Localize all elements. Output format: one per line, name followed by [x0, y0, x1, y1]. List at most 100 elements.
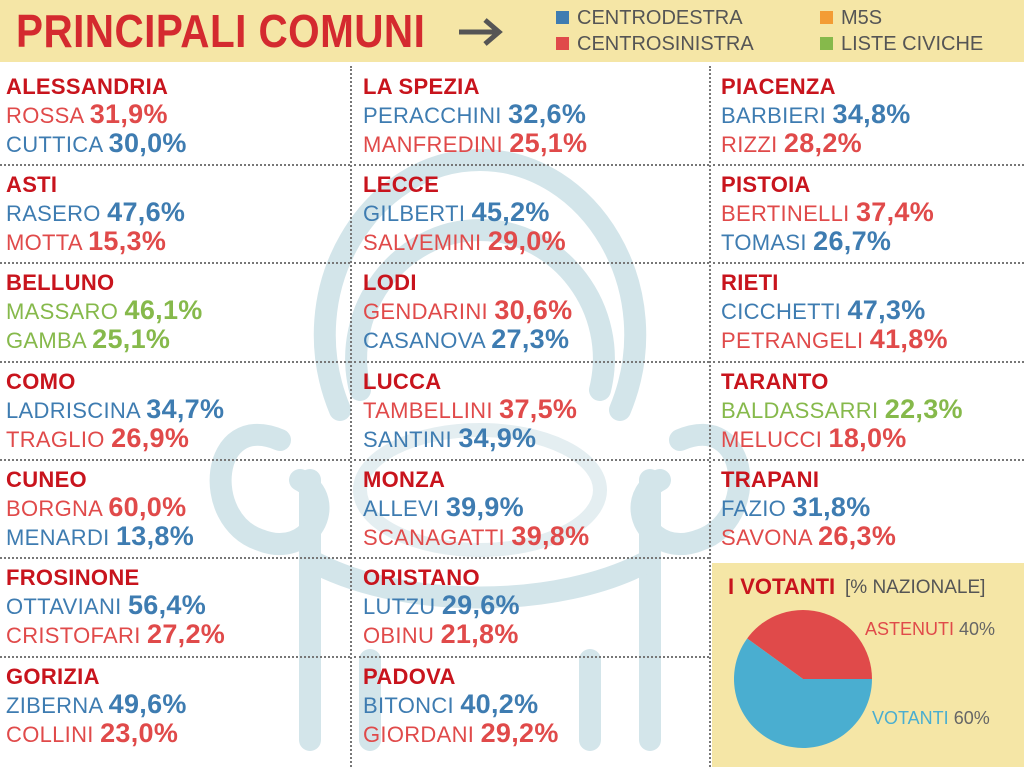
city-card-lecce: LECCE GILBERTI 45,2% SALVEMINI 29,0%: [363, 160, 703, 256]
candidate-name: GILBERTI: [363, 201, 466, 226]
legend-item-centrodestra: CENTRODESTRA: [556, 7, 743, 29]
candidate-percentage: 15,3%: [88, 226, 167, 256]
city-name: GORIZIA: [6, 664, 100, 689]
city-name: PADOVA: [363, 664, 456, 689]
city-name: LA SPEZIA: [363, 74, 480, 99]
candidate-result: GENDARINI 30,6%: [363, 296, 572, 326]
candidate-name: COLLINI: [6, 722, 94, 747]
candidate-result: LUTZU 29,6%: [363, 591, 520, 621]
candidate-result: TOMASI 26,7%: [721, 227, 891, 257]
candidate-result: ROSSA 31,9%: [6, 100, 168, 130]
city-card-padova: PADOVA BITONCI 40,2% GIORDANI 29,2%: [363, 652, 703, 748]
page-title: PRINCIPALI COMUNI: [16, 5, 426, 57]
legend-label: LISTE CIVICHE: [841, 33, 984, 55]
candidate-percentage: 25,1%: [92, 324, 171, 354]
candidate-result: ZIBERNA 49,6%: [6, 690, 187, 720]
candidate-name: SALVEMINI: [363, 230, 482, 255]
candidate-result: BITONCI 40,2%: [363, 690, 538, 720]
candidate-name: MOTTA: [6, 230, 82, 255]
city-name: CUNEO: [6, 467, 87, 492]
pie-slice-votanti: [734, 638, 872, 748]
candidate-result: OBINU 21,8%: [363, 620, 519, 650]
candidate-result: PERACCHINI 32,6%: [363, 100, 586, 130]
row-divider: [354, 361, 709, 363]
row-divider: [713, 164, 1024, 166]
city-name: LODI: [363, 270, 417, 295]
candidate-name: CUTTICA: [6, 132, 103, 157]
candidate-percentage: 46,1%: [124, 295, 203, 325]
pie-label-name: VOTANTI: [872, 708, 949, 728]
candidate-percentage: 26,9%: [111, 423, 190, 453]
candidate-result: BERTINELLI 37,4%: [721, 198, 934, 228]
candidate-percentage: 34,7%: [146, 394, 225, 424]
row-divider: [713, 361, 1024, 363]
candidate-result: MENARDI 13,8%: [6, 522, 194, 552]
candidate-percentage: 41,8%: [869, 324, 948, 354]
candidate-percentage: 40,2%: [460, 689, 539, 719]
candidate-result: BALDASSARRI 22,3%: [721, 395, 963, 425]
row-divider: [713, 459, 1024, 461]
candidate-result: CRISTOFARI 27,2%: [6, 620, 225, 650]
city-name: BELLUNO: [6, 270, 115, 295]
city-card-como: COMO LADRISCINA 34,7% TRAGLIO 26,9%: [6, 357, 346, 453]
city-name: PISTOIA: [721, 172, 811, 197]
turnout-pie-chart: [734, 610, 872, 748]
candidate-result: TRAGLIO 26,9%: [6, 424, 189, 454]
pie-label-value: 60%: [953, 708, 990, 728]
city-name: TARANTO: [721, 369, 829, 394]
pie-label-astenuti: ASTENUTI 40%: [865, 618, 995, 640]
row-divider: [354, 164, 709, 166]
candidate-result: CUTTICA 30,0%: [6, 129, 187, 159]
city-name: LUCCA: [363, 369, 442, 394]
candidate-percentage: 27,3%: [491, 324, 570, 354]
legend-swatch: [820, 37, 833, 50]
candidate-result: SALVEMINI 29,0%: [363, 227, 566, 257]
candidate-result: BORGNA 60,0%: [6, 493, 186, 523]
city-card-frosinone: FROSINONE OTTAVIANI 56,4% CRISTOFARI 27,…: [6, 553, 346, 649]
city-name: LECCE: [363, 172, 440, 197]
candidate-name: CICCHETTI: [721, 299, 842, 324]
city-card-pistoia: PISTOIA BERTINELLI 37,4% TOMASI 26,7%: [721, 160, 1024, 256]
pie-slice-astenuti: [747, 610, 872, 679]
candidate-name: RASERO: [6, 201, 101, 226]
candidate-name: BARBIERI: [721, 103, 827, 128]
city-name: FROSINONE: [6, 565, 140, 590]
candidate-name: MELUCCI: [721, 427, 823, 452]
row-divider: [354, 459, 709, 461]
row-divider: [354, 262, 709, 264]
candidate-result: CASANOVA 27,3%: [363, 325, 569, 355]
candidate-name: BITONCI: [363, 693, 454, 718]
candidate-name: BALDASSARRI: [721, 398, 879, 423]
candidate-name: BERTINELLI: [721, 201, 850, 226]
candidate-percentage: 13,8%: [115, 521, 195, 551]
candidate-percentage: 26,7%: [813, 226, 892, 256]
legend-swatch: [820, 11, 833, 24]
candidate-result: RIZZI 28,2%: [721, 129, 862, 159]
candidate-name: MASSARO: [6, 299, 119, 324]
city-name: ORISTANO: [363, 565, 480, 590]
candidate-result: GIORDANI 29,2%: [363, 719, 559, 749]
column-divider: [350, 66, 352, 767]
row-divider: [0, 361, 350, 363]
candidate-name: TRAGLIO: [6, 427, 105, 452]
city-name: MONZA: [363, 467, 446, 492]
candidate-result: LADRISCINA 34,7%: [6, 395, 224, 425]
candidate-percentage: 26,3%: [818, 521, 897, 551]
row-divider: [0, 557, 350, 559]
city-card-lodi: LODI GENDARINI 30,6% CASANOVA 27,3%: [363, 258, 703, 354]
city-card-alessandria: ALESSANDRIA ROSSA 31,9% CUTTICA 30,0%: [6, 62, 346, 158]
city-card-trapani: TRAPANI FAZIO 31,8% SAVONA 26,3%: [721, 455, 1024, 551]
emblem-watermark: [209, 148, 751, 751]
candidate-name: TOMASI: [721, 230, 807, 255]
city-card-lucca: LUCCA TAMBELLINI 37,5% SANTINI 34,9%: [363, 357, 703, 453]
candidate-result: MASSARO 46,1%: [6, 296, 203, 326]
voters-subtitle: [% NAZIONALE]: [845, 577, 986, 598]
city-card-piacenza: PIACENZA BARBIERI 34,8% RIZZI 28,2%: [721, 62, 1024, 158]
candidate-percentage: 31,9%: [89, 99, 168, 129]
city-card-la-spezia: LA SPEZIA PERACCHINI 32,6% MANFREDINI 25…: [363, 62, 703, 158]
candidate-percentage: 29,0%: [487, 226, 566, 256]
legend-item-liste-civiche: LISTE CIVICHE: [820, 33, 983, 55]
candidate-percentage: 30,0%: [108, 128, 187, 158]
candidate-result: TAMBELLINI 37,5%: [363, 395, 577, 425]
candidate-name: GAMBA: [6, 328, 86, 353]
